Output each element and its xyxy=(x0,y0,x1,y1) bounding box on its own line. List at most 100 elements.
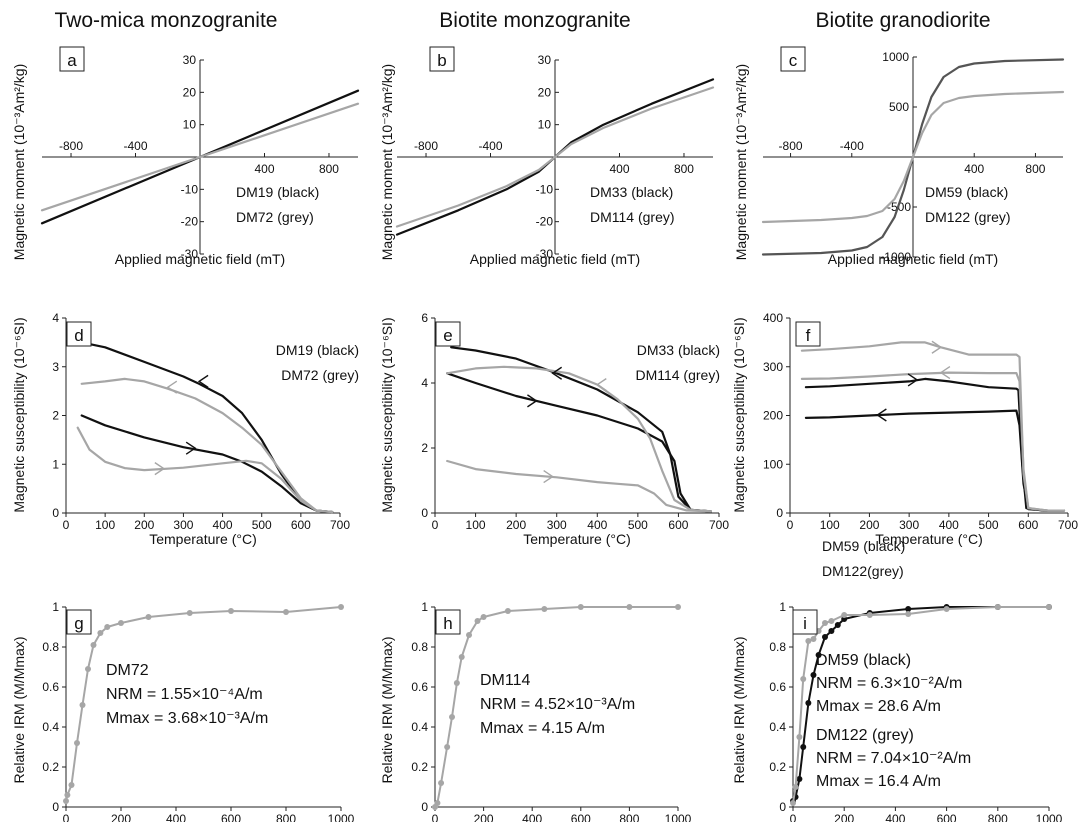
panel-letter-g: g xyxy=(66,609,92,635)
series-line xyxy=(800,371,1066,512)
x-tick-label: 500 xyxy=(252,518,272,532)
direction-arrow xyxy=(939,366,951,380)
data-point xyxy=(626,604,633,610)
panel-letter-text: h xyxy=(443,614,452,633)
x-tick-label: 800 xyxy=(619,812,639,822)
x-tick-label: 500 xyxy=(979,518,999,532)
x-tick-label: 1000 xyxy=(328,812,355,822)
x-tick-label: 300 xyxy=(899,518,919,532)
panel-letter-box xyxy=(59,46,85,72)
legend-entry: DM114 (grey) xyxy=(635,367,720,383)
x-tick-label: 0 xyxy=(787,518,794,532)
y-tick-label: 0 xyxy=(779,800,786,814)
panel-letter-text: a xyxy=(67,51,77,70)
series-line xyxy=(761,90,1065,224)
y-tick-label: 0 xyxy=(776,506,783,520)
data-point xyxy=(796,734,803,740)
data-point xyxy=(466,632,473,638)
x-tick-label: 400 xyxy=(885,812,905,822)
x-tick-label: 400 xyxy=(522,812,542,822)
y-tick-label: 1 xyxy=(779,600,786,614)
x-tick-label: 400 xyxy=(254,162,274,176)
x-tick-label: 700 xyxy=(1058,518,1078,532)
x-tick-label: 200 xyxy=(859,518,879,532)
y-axis-label: Relative IRM (M/Mmax) xyxy=(11,636,27,783)
x-tick-label: 0 xyxy=(432,518,439,532)
series-line xyxy=(80,377,334,514)
y-tick-label: 0 xyxy=(421,800,428,814)
column-title-two-mica: Two-mica monzogranite xyxy=(55,9,278,32)
panel-letter-text: i xyxy=(803,614,807,633)
direction-arrow xyxy=(907,373,919,387)
direction-arrow xyxy=(543,470,554,484)
data-point xyxy=(90,642,97,648)
legend-entry: DM19 (black) xyxy=(236,184,319,200)
panel-letter-text: b xyxy=(437,51,446,70)
y-tick-label: 0 xyxy=(52,506,59,520)
x-axis-label: Applied magnetic field (mT) xyxy=(115,251,285,267)
chart-panel-e: 0 100 200 300 400 500 600 700 0 2 4 6 Temperature (°… xyxy=(379,311,729,547)
y-tick-label: 10 xyxy=(183,118,197,132)
panel-letter-box xyxy=(66,321,92,347)
x-tick-label: 100 xyxy=(820,518,840,532)
data-point xyxy=(458,654,465,660)
y-axis-label: Magnetic moment (10⁻³Am²/kg) xyxy=(379,64,395,260)
legend-entry: DM59 (black) xyxy=(925,184,1008,200)
chart-panel-f: 0 100 200 300 400 500 600 7000100200300400Tempe… xyxy=(731,311,1078,579)
y-tick-label: 0.2 xyxy=(411,760,428,774)
data-point xyxy=(186,610,193,616)
series-line xyxy=(450,346,712,513)
data-point xyxy=(444,744,451,750)
data-point xyxy=(145,614,152,620)
data-point xyxy=(118,620,124,626)
direction-arrow xyxy=(876,408,887,422)
x-tick-label: 800 xyxy=(319,162,339,176)
chart-panel-b: -800 -400 400 800 -30 -20 -10 10 20 30 Applied mag… xyxy=(379,46,715,267)
x-tick-label: 600 xyxy=(937,812,957,822)
y-axis-label: Magnetic moment (10⁻³Am²/kg) xyxy=(11,64,27,260)
x-axis-label: Temperature (°C) xyxy=(149,531,257,547)
data-point xyxy=(85,666,91,672)
series-line xyxy=(40,102,360,212)
x-tick-label: -800 xyxy=(414,139,438,153)
panel-letter-box xyxy=(795,321,821,347)
series-line xyxy=(804,409,1066,512)
y-tick-label: 30 xyxy=(538,53,552,67)
y-tick-label: 10 xyxy=(538,118,552,132)
x-tick-label: 600 xyxy=(221,812,241,822)
annotation-text: NRM = 4.52×10⁻³A/m xyxy=(480,696,635,713)
x-tick-label: 500 xyxy=(628,518,648,532)
annotation-text: NRM = 6.3×10⁻²A/m xyxy=(816,675,962,692)
data-point xyxy=(790,800,796,806)
x-tick-label: 700 xyxy=(330,518,350,532)
panel-letter-c: c xyxy=(780,46,806,72)
y-tick-label: 300 xyxy=(763,360,783,374)
series-line xyxy=(395,86,715,228)
data-point xyxy=(480,614,487,620)
y-tick-label: 0.2 xyxy=(42,760,59,774)
x-tick-label: 400 xyxy=(587,518,607,532)
x-tick-label: 300 xyxy=(547,518,567,532)
series-line xyxy=(80,414,334,514)
data-point xyxy=(68,782,75,788)
y-tick-label: 1 xyxy=(52,457,59,471)
y-tick-label: 0.4 xyxy=(411,720,428,734)
direction-arrow xyxy=(185,441,197,455)
panel-letter-f: f xyxy=(795,321,821,347)
y-tick-label: 4 xyxy=(421,376,428,390)
legend-entry: DM33 (black) xyxy=(590,184,673,200)
x-tick-label: 200 xyxy=(834,812,854,822)
data-point xyxy=(800,744,807,750)
legend-entry: DM114 (grey) xyxy=(590,209,675,225)
data-point xyxy=(815,652,822,658)
panel-letter-b: b xyxy=(429,46,455,72)
x-tick-label: 0 xyxy=(63,518,70,532)
panel-letter-a: a xyxy=(59,46,85,72)
data-point xyxy=(1046,604,1052,610)
y-tick-label: 0.8 xyxy=(42,640,59,654)
y-tick-label: -30 xyxy=(181,247,199,261)
y-tick-label: -20 xyxy=(181,215,199,229)
x-tick-label: 400 xyxy=(939,518,959,532)
